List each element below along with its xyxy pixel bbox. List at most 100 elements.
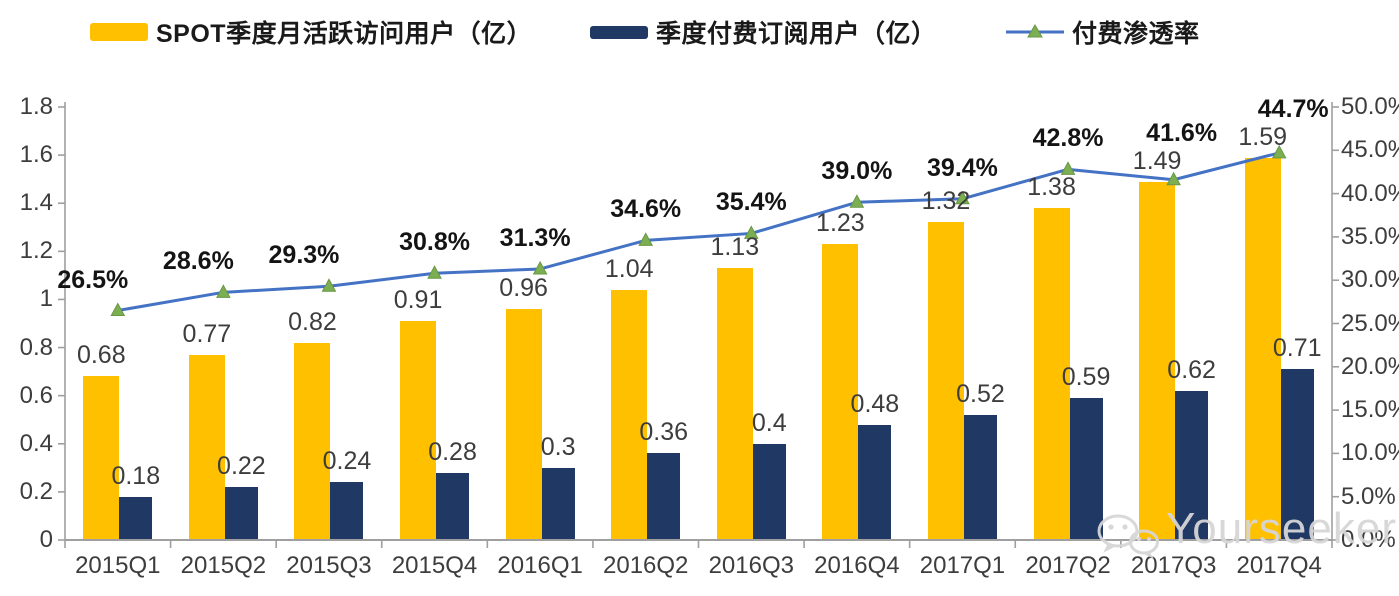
- bar-subscribers: [1280, 369, 1314, 540]
- x-tick-label: 2016Q1: [497, 552, 583, 579]
- legend-label-penetration: 付费渗透率: [1072, 20, 1200, 48]
- bar-label-subscribers: 0.24: [322, 447, 372, 476]
- triangle-marker-icon: [427, 265, 442, 279]
- bar-label-mau: 0.91: [393, 286, 443, 315]
- bar-label-mau: 1.49: [1132, 146, 1182, 175]
- bar-mau: [927, 222, 964, 540]
- left-axis-label: 1.6: [19, 141, 53, 169]
- left-axis-label: 1: [39, 285, 53, 313]
- x-tick-label: 2015Q3: [286, 552, 372, 579]
- bar-mau: [1244, 157, 1281, 540]
- bar-mau: [188, 354, 225, 540]
- left-axis-label: 0.2: [19, 477, 53, 505]
- bar-mau: [83, 376, 120, 540]
- left-axis-label: 0.8: [19, 333, 53, 361]
- bar-label-mau: 0.77: [182, 319, 232, 348]
- triangle-marker-icon: [216, 284, 231, 298]
- watermark: Yourseeker: [1096, 505, 1397, 561]
- legend-item-subscribers: 季度付费订阅用户（亿）: [590, 15, 937, 49]
- bar-subscribers: [647, 453, 681, 540]
- bar-mau: [611, 289, 648, 540]
- bar-label-mau: 1.38: [1027, 173, 1076, 202]
- bar-label-mau: 0.96: [499, 274, 548, 303]
- bar-label-mau: 1.59: [1238, 122, 1288, 151]
- bar-subscribers: [752, 443, 786, 540]
- right-axis-label: 40.0%: [1341, 179, 1399, 207]
- bar-subscribers: [541, 467, 575, 540]
- bar-mau: [505, 309, 542, 540]
- penetration-label: 42.8%: [1032, 124, 1104, 153]
- bar-label-subscribers: 0.18: [111, 461, 161, 490]
- penetration-label: 26.5%: [57, 265, 129, 294]
- penetration-label: 28.6%: [162, 247, 234, 276]
- triangle-marker-icon: [1166, 171, 1181, 186]
- bar-label-mau: 1.13: [710, 233, 760, 262]
- right-axis-label: 20.0%: [1341, 352, 1399, 380]
- penetration-label: 31.3%: [499, 223, 571, 252]
- penetration-label: 34.6%: [610, 195, 682, 224]
- bar-mau: [1139, 181, 1176, 540]
- right-axis-label: 25.0%: [1341, 309, 1399, 337]
- right-axis-label: 15.0%: [1341, 396, 1399, 424]
- bar-label-subscribers: 0.22: [217, 452, 266, 481]
- x-tick-label: 2015Q2: [180, 552, 267, 579]
- bar-label-subscribers: 0.3: [540, 432, 576, 461]
- left-axis-label: 0: [39, 526, 53, 553]
- bar-subscribers: [330, 482, 364, 540]
- x-tick-label: 2017Q3: [1130, 552, 1217, 579]
- legend-swatch-subscribers: [590, 25, 648, 39]
- bar-label-subscribers: 0.59: [1061, 363, 1111, 392]
- left-axis-label: 0.6: [19, 381, 53, 409]
- right-axis-label: 50.0%: [1341, 93, 1399, 120]
- left-axis-label: 1.8: [19, 93, 53, 120]
- bar-label-mau: 0.82: [288, 307, 337, 336]
- x-tick-label: 2017Q2: [1025, 552, 1111, 579]
- penetration-label: 39.4%: [927, 153, 998, 182]
- penetration-line: [117, 151, 1280, 312]
- bar-mau: [716, 268, 753, 540]
- triangle-marker-icon: [321, 278, 337, 292]
- bar-label-subscribers: 0.36: [639, 418, 689, 447]
- legend-label-mau: SPOT季度月活跃访问用户（亿）: [156, 20, 533, 48]
- x-tick-label: 2016Q2: [603, 552, 689, 579]
- penetration-label: 35.4%: [715, 188, 787, 217]
- triangle-marker-icon: [638, 232, 654, 246]
- right-axis-label: 45.0%: [1341, 136, 1399, 164]
- triangle-marker-icon: [1060, 161, 1076, 175]
- bar-mau: [294, 342, 331, 540]
- bar-subscribers: [436, 472, 470, 540]
- bar-label-subscribers: 0.48: [850, 389, 900, 418]
- legend-swatch-mau: [90, 23, 148, 41]
- triangle-marker-icon: [955, 190, 970, 205]
- legend-item-mau: SPOT季度月活跃访问用户（亿）: [90, 15, 532, 49]
- bar-label-mau: 1.23: [816, 209, 865, 238]
- x-tick-label: 2017Q4: [1236, 552, 1322, 579]
- bar-label-mau: 0.68: [76, 341, 126, 370]
- triangle-marker-icon: [110, 302, 126, 317]
- bar-subscribers: [858, 424, 892, 540]
- right-axis-label: 5.0%: [1341, 482, 1396, 510]
- bar-subscribers: [119, 496, 153, 540]
- bar-label-subscribers: 0.52: [956, 379, 1005, 408]
- right-axis-label: 0.0%: [1341, 526, 1396, 553]
- bar-label-subscribers: 0.71: [1272, 334, 1322, 363]
- bar-label-mau: 1.04: [604, 254, 654, 283]
- right-axis-label: 30.0%: [1341, 266, 1399, 294]
- x-tick-label: 2015Q1: [75, 552, 161, 579]
- triangle-marker-icon: [1271, 144, 1287, 159]
- bar-subscribers: [224, 487, 258, 540]
- bar-subscribers: [1069, 398, 1103, 540]
- penetration-label: 44.7%: [1257, 94, 1329, 123]
- bar-label-subscribers: 0.4: [751, 408, 787, 437]
- x-tick-label: 2016Q3: [708, 552, 794, 579]
- legend-label-subscribers: 季度付费订阅用户（亿）: [656, 20, 937, 48]
- penetration-label: 41.6%: [1146, 118, 1218, 147]
- legend-item-penetration: 付费渗透率: [1006, 15, 1200, 49]
- penetration-label: 30.8%: [399, 228, 470, 257]
- bar-subscribers: [963, 414, 997, 540]
- bar-mau: [1033, 208, 1070, 540]
- wechat-icon: [1096, 513, 1160, 561]
